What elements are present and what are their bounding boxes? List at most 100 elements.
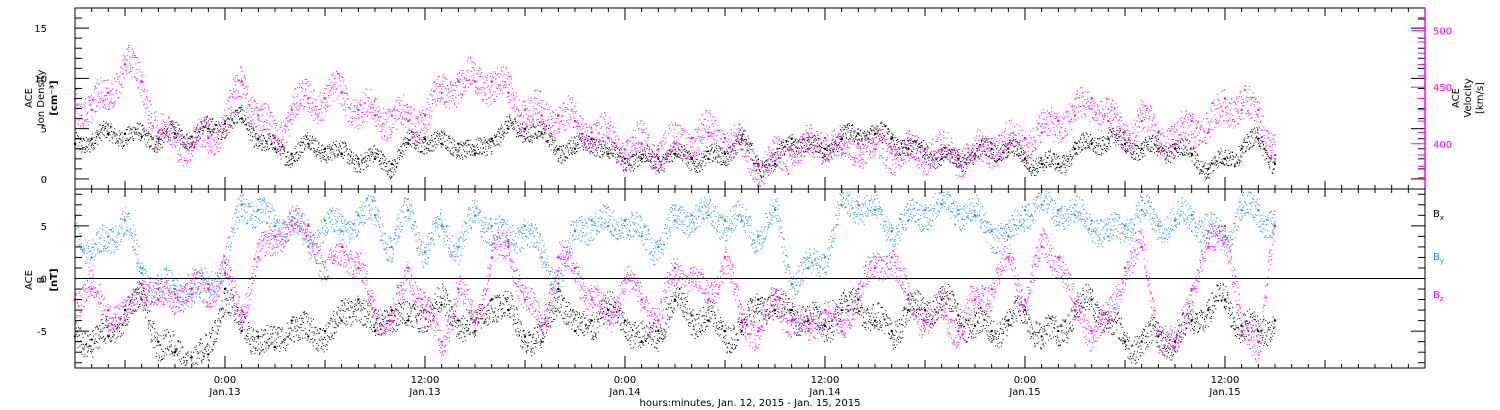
trace-dot (1072, 147, 1074, 148)
trace-dot (621, 163, 622, 165)
trace-dot (293, 103, 295, 104)
trace-dot (288, 160, 290, 162)
trace-dot (209, 135, 211, 137)
trace-dot (1192, 148, 1194, 150)
trace-dot (262, 139, 264, 141)
trace-dot (174, 129, 176, 131)
trace-dot (168, 116, 170, 118)
trace-dot (127, 138, 129, 140)
trace-dot (1267, 161, 1269, 163)
trace-dot (289, 119, 291, 121)
trace-dot (1116, 133, 1118, 135)
trace-dot (168, 139, 169, 141)
trace-dot (623, 169, 625, 171)
trace-dot (688, 167, 690, 169)
trace-dot (701, 157, 703, 159)
trace-dot (441, 130, 443, 132)
trace-dot (829, 149, 831, 150)
trace-dot (873, 134, 875, 136)
trace-dot (1001, 160, 1003, 161)
trace-dot (227, 124, 229, 126)
trace-dot (552, 142, 554, 143)
trace-dot (173, 131, 175, 133)
trace-dot (331, 159, 333, 161)
trace-dot (198, 138, 200, 140)
trace-dot (247, 104, 249, 106)
trace-dot (553, 150, 555, 152)
trace-dot (377, 156, 379, 158)
trace-dot (204, 127, 205, 129)
trace-dot (1047, 164, 1049, 166)
trace-dot (819, 138, 821, 140)
trace-dot (86, 141, 88, 143)
trace-dot (1100, 154, 1102, 156)
trace-dot (237, 90, 239, 92)
trace-dot (1168, 155, 1170, 157)
trace-dot (1108, 142, 1110, 144)
trace-dot (1144, 155, 1146, 157)
trace-dot (266, 119, 268, 121)
trace-dot (174, 145, 176, 147)
trace-dot (843, 125, 845, 126)
trace-dot (617, 156, 619, 158)
trace-dot (598, 156, 600, 158)
trace-dot (1071, 158, 1073, 160)
trace-dot (808, 136, 810, 138)
trace-dot (1196, 166, 1198, 168)
trace-dot (474, 155, 476, 157)
trace-dot (249, 120, 251, 122)
trace-dot (1057, 166, 1059, 168)
trace-dot (197, 140, 199, 142)
trace-dot (104, 107, 106, 109)
trace-dot (721, 151, 723, 153)
trace-dot (699, 171, 701, 173)
trace-dot (444, 132, 445, 134)
trace-dot (1179, 148, 1180, 150)
trace-dot (149, 145, 151, 147)
trace-dot (207, 115, 208, 117)
trace-dot (133, 51, 135, 53)
trace-dot (1251, 129, 1253, 131)
trace-dot (214, 123, 216, 125)
trace-dot (661, 165, 663, 167)
trace-dot (288, 165, 289, 166)
trace-dot (655, 164, 657, 166)
trace-dot (1106, 148, 1108, 150)
trace-dot (318, 152, 320, 154)
trace-dot (486, 150, 488, 152)
trace-dot (370, 153, 372, 155)
trace-dot (153, 112, 155, 114)
trace-dot (540, 135, 541, 137)
trace-dot (241, 96, 243, 98)
trace-dot (335, 82, 337, 83)
trace-dot (166, 141, 168, 143)
trace-dot (534, 127, 536, 129)
trace-dot (781, 141, 783, 143)
trace-dot (996, 148, 997, 150)
trace-dot (181, 130, 183, 132)
trace-dot (111, 88, 113, 90)
trace-dot (534, 132, 536, 134)
trace-dot (1080, 139, 1082, 140)
trace-dot (1260, 148, 1262, 149)
trace-dot (1122, 132, 1124, 134)
trace-dot (793, 141, 795, 143)
trace-dot (333, 72, 335, 74)
trace-dot (127, 45, 129, 46)
trace-dot (587, 139, 589, 141)
trace-dot (83, 138, 85, 140)
trace-dot (417, 136, 418, 138)
data-point (857, 132, 860, 135)
trace-dot (752, 148, 754, 150)
trace-dot (717, 156, 719, 158)
trace-dot (337, 153, 339, 155)
trace-dot (936, 159, 937, 161)
trace-dot (1172, 144, 1174, 145)
trace-dot (290, 113, 292, 115)
trace-dot (155, 126, 157, 128)
trace-dot (114, 92, 116, 94)
trace-dot (736, 152, 738, 154)
trace-dot (958, 167, 960, 169)
trace-dot (299, 84, 301, 86)
trace-dot (89, 96, 91, 98)
